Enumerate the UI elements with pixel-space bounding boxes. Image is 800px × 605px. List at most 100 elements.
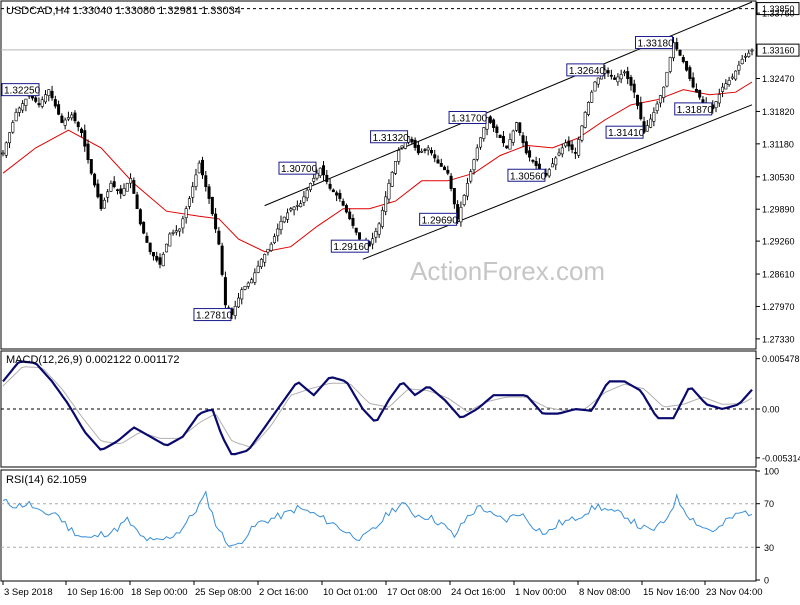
candle xyxy=(652,107,656,127)
candle-body xyxy=(259,259,263,267)
price-tick-label: 1.32470 xyxy=(762,74,795,84)
candle-body xyxy=(727,80,731,85)
candle-body xyxy=(125,183,129,192)
candle-body xyxy=(701,99,705,103)
candle-body xyxy=(187,198,191,207)
candle xyxy=(393,161,397,176)
candle-body xyxy=(129,177,133,184)
candle xyxy=(184,205,188,224)
candle-body xyxy=(488,116,492,123)
swing-label-box xyxy=(330,239,369,253)
candle xyxy=(148,242,152,255)
candle-body xyxy=(743,55,747,58)
price-tick-label: 1.33160 xyxy=(762,46,795,56)
candle-body xyxy=(449,175,453,189)
candle-body xyxy=(439,163,443,167)
candle xyxy=(302,191,306,207)
candle-body xyxy=(501,135,505,144)
candle-body xyxy=(590,91,594,103)
swing-label-text: 1.31700 xyxy=(451,114,488,125)
candle-body xyxy=(580,125,584,141)
candle-body xyxy=(76,122,80,128)
candle-body xyxy=(531,159,535,162)
swing-label-box xyxy=(278,161,317,175)
time-tick-label: 10 Oct 01:00 xyxy=(323,587,377,598)
candle-body xyxy=(171,232,175,234)
candle-body xyxy=(220,245,224,275)
time-tick-label: 18 Sep 00:00 xyxy=(131,587,188,598)
candle xyxy=(390,170,394,188)
candle-body xyxy=(302,196,306,203)
candle xyxy=(233,300,237,320)
swing-label: 1.32640 xyxy=(566,63,605,77)
macd-panel xyxy=(0,350,757,468)
candle-body xyxy=(286,212,290,220)
candle xyxy=(694,83,698,93)
candle xyxy=(531,159,535,164)
candle xyxy=(426,145,430,156)
candle xyxy=(165,243,169,253)
candle-body xyxy=(138,209,142,225)
swing-label: 1.29690 xyxy=(419,212,459,226)
swing-label: 1.31320 xyxy=(370,130,409,144)
candle-body xyxy=(181,218,185,229)
candle xyxy=(125,182,129,192)
candle-body xyxy=(400,145,404,149)
candle xyxy=(132,177,136,194)
candle-body xyxy=(178,228,182,232)
watermark: ActionForex.com xyxy=(410,256,605,286)
candle xyxy=(714,101,718,113)
candle-body xyxy=(250,279,254,284)
candle xyxy=(328,178,332,191)
candle-body xyxy=(387,183,391,200)
candle xyxy=(515,121,519,132)
time-tick-label: 23 Nov 04:00 xyxy=(706,587,763,598)
candle xyxy=(639,96,643,121)
price-tick-label: 1.27330 xyxy=(762,334,795,344)
time-tick-label: 1 Nov 00:00 xyxy=(515,587,566,598)
candle xyxy=(665,71,669,88)
candle-body xyxy=(256,265,260,273)
candle xyxy=(488,115,492,125)
swing-label-text: 1.29690 xyxy=(422,215,459,226)
candle xyxy=(420,148,424,154)
candle xyxy=(341,198,345,207)
swing-label: 1.30700 xyxy=(278,161,318,175)
candle-body xyxy=(358,232,362,240)
candle-body xyxy=(619,74,623,80)
candle-body xyxy=(371,238,375,245)
candle-body xyxy=(341,200,345,206)
swing-label-text: 1.29160 xyxy=(333,242,370,253)
candle-body xyxy=(515,122,519,131)
candle xyxy=(4,141,8,158)
candle-body xyxy=(60,115,64,123)
candle-body xyxy=(34,97,38,102)
candle xyxy=(37,97,41,108)
candle xyxy=(400,145,404,150)
candle xyxy=(590,90,594,104)
candle-body xyxy=(505,145,509,149)
candle-body xyxy=(204,175,208,188)
candle-body xyxy=(740,58,744,65)
candle xyxy=(204,171,208,192)
candle xyxy=(331,188,335,193)
candle-body xyxy=(53,99,57,107)
candle-body xyxy=(354,227,358,233)
candle xyxy=(83,124,87,152)
candle-body xyxy=(479,137,483,148)
candle-body xyxy=(79,128,83,133)
time-tick-label: 25 Sep 08:00 xyxy=(195,587,252,598)
candle xyxy=(429,147,433,156)
candle-body xyxy=(194,174,198,187)
candle-body xyxy=(492,119,496,128)
candle-body xyxy=(734,70,738,80)
candle-body xyxy=(521,135,525,144)
candle xyxy=(119,184,123,199)
candle xyxy=(439,158,443,167)
candle-body xyxy=(380,210,384,227)
candle xyxy=(560,143,564,158)
candle-body xyxy=(37,103,41,106)
candle-body xyxy=(66,117,70,120)
candle-body xyxy=(750,49,754,52)
candle-body xyxy=(322,165,326,176)
